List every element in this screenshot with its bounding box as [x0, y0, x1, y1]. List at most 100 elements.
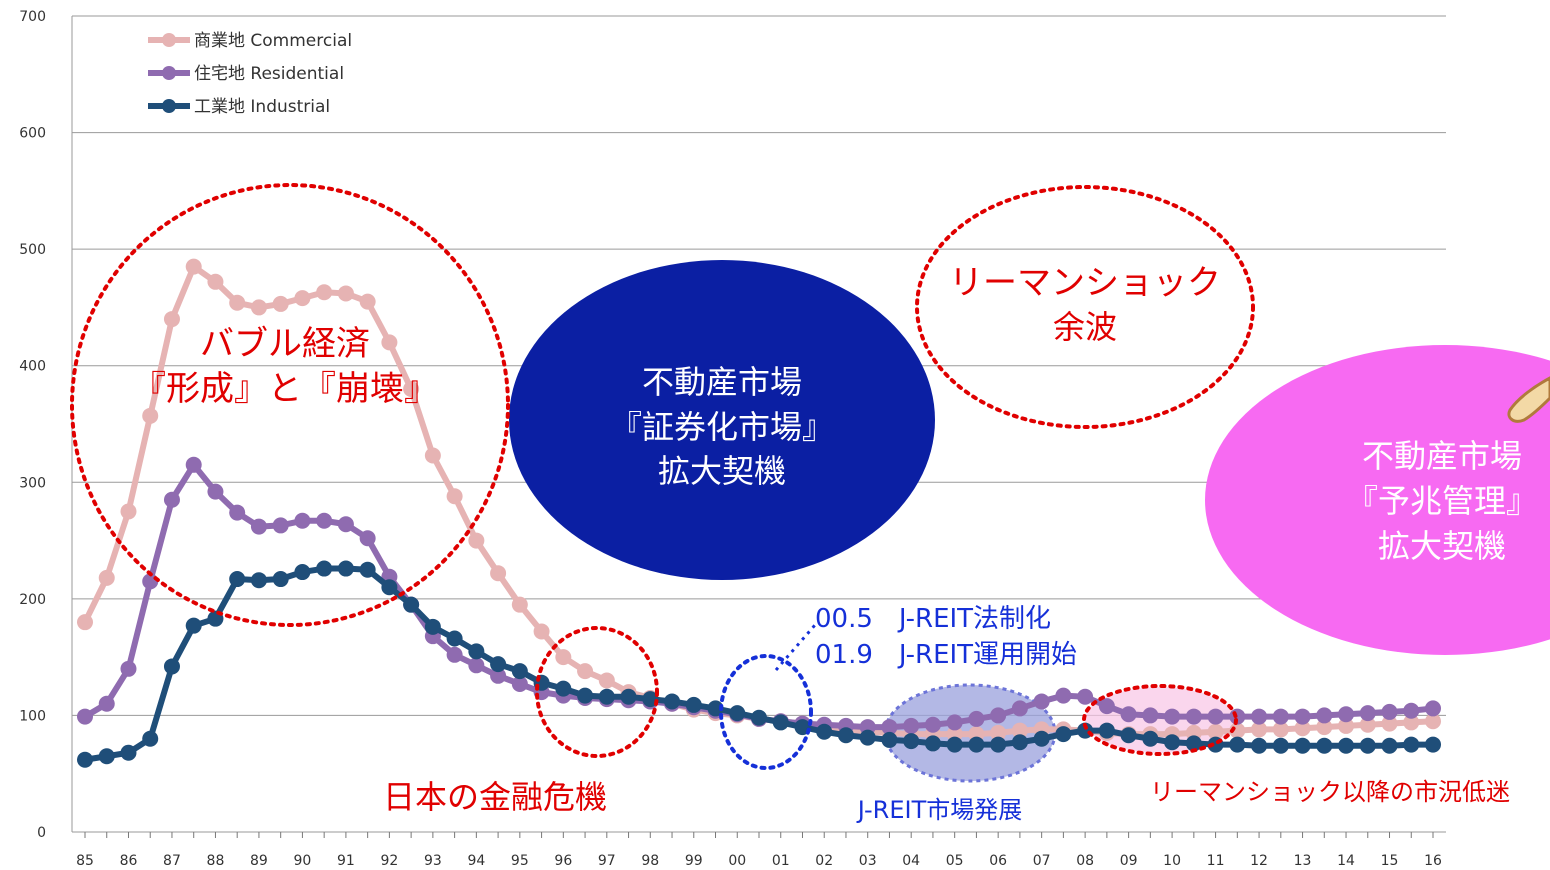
- series-1-point: [1011, 700, 1028, 717]
- series-0-point: [98, 569, 115, 586]
- series-2-point: [555, 680, 572, 697]
- series-0-point: [1359, 716, 1376, 733]
- series-1-point: [446, 646, 463, 663]
- series-1-point: [968, 710, 985, 727]
- series-1-point: [1381, 703, 1398, 720]
- x-tick-label: 87: [163, 853, 181, 869]
- series-0-point: [337, 285, 354, 302]
- x-axis: 85 86 87 88 89 90 91 92 93 94 95 96 97 98 99 00 01 02 03 04…: [76, 832, 1442, 869]
- series-1-point: [359, 530, 376, 547]
- series-0-point: [1294, 720, 1311, 737]
- series-2-point: [1251, 737, 1268, 754]
- bubble-title: バブル経済: [200, 324, 370, 364]
- series-2-point: [751, 709, 767, 726]
- series-2-point: [272, 571, 289, 588]
- japan-crisis-label: 日本の金融危機: [383, 778, 607, 816]
- x-tick-label: 98: [641, 853, 659, 869]
- series-0-point: [446, 488, 463, 505]
- lehman-circle: [915, 185, 1255, 429]
- securitization-blob: [509, 260, 935, 580]
- series-2-point: [163, 658, 180, 675]
- series-0-point: [77, 614, 93, 631]
- securitization-line3: 拡大契機: [658, 452, 786, 490]
- post-lehman-circle: [1082, 684, 1238, 756]
- series-2-point: [1425, 736, 1441, 753]
- series-1-point: [1272, 708, 1289, 725]
- series-2-point: [1098, 722, 1115, 739]
- series-2-point: [1142, 730, 1159, 747]
- series-0-point: [207, 273, 224, 290]
- securitization-line2: 『証券化市場』: [610, 408, 834, 446]
- legend-swatch-marker: [162, 33, 176, 47]
- series-1-point: [490, 667, 507, 684]
- series-2-point: [1033, 730, 1050, 747]
- series-2-point: [1164, 734, 1181, 751]
- series-2-point: [707, 700, 724, 717]
- series-0-point: [511, 596, 528, 613]
- legend-label: 工業地 Industrial: [194, 97, 330, 117]
- series-2-point: [924, 735, 941, 752]
- series-2-point: [120, 744, 137, 761]
- series-1-point: [294, 512, 311, 529]
- series-2-point: [98, 748, 115, 765]
- series-0-point: [294, 290, 311, 307]
- lehman-line1: リーマンショック: [949, 263, 1221, 303]
- series-0-point: [1272, 721, 1289, 738]
- lehman-line2: 余波: [1053, 308, 1117, 346]
- y-tick-label: 0: [37, 825, 46, 841]
- series-2-point: [1338, 737, 1355, 754]
- x-tick-label: 89: [250, 853, 268, 869]
- x-tick-label: 05: [946, 853, 964, 869]
- series-1-point: [272, 517, 289, 534]
- series-0-point: [577, 663, 594, 680]
- x-tick-label: 03: [859, 853, 877, 869]
- series-0-point: [381, 334, 398, 351]
- series-2-point: [1294, 737, 1311, 754]
- series-0-point: [1338, 717, 1355, 734]
- x-tick-label: 93: [424, 853, 442, 869]
- series-2-point: [859, 729, 876, 746]
- x-tick-label: 07: [1033, 853, 1051, 869]
- y-tick-label: 100: [19, 708, 46, 724]
- series-1-point: [1338, 706, 1355, 723]
- series-0-point: [468, 532, 485, 549]
- x-tick-label: 91: [337, 853, 355, 869]
- series-1-point: [1425, 700, 1441, 717]
- y-tick-label: 500: [19, 242, 46, 258]
- series-1-point: [250, 518, 267, 535]
- series-2-point: [598, 688, 615, 705]
- x-tick-label: 94: [467, 853, 485, 869]
- yocho-line2: 『予兆管理』: [1346, 482, 1538, 520]
- y-tick-label: 300: [19, 475, 46, 491]
- x-tick-label: 96: [554, 853, 572, 869]
- x-tick-label: 92: [380, 853, 398, 869]
- series-group: [77, 258, 1441, 768]
- legend: 商業地 Commercial 住宅地 Residential 工業地 Industr…: [148, 31, 352, 117]
- legend-label: 住宅地 Residential: [194, 64, 344, 84]
- series-2-point: [1185, 735, 1202, 752]
- series-2-point: [316, 560, 333, 577]
- series-0-point: [120, 503, 137, 520]
- bubble-subtitle: 『形成』と『崩壊』: [132, 369, 438, 409]
- securitization-line1: 不動産市場: [642, 363, 802, 401]
- yocho-blob: [1205, 345, 1550, 655]
- series-0-point: [1316, 719, 1333, 736]
- jreit-pointer-line: [774, 624, 817, 671]
- series-1-point: [1251, 708, 1268, 725]
- series-0-point: [1381, 715, 1398, 732]
- x-tick-label: 08: [1076, 853, 1094, 869]
- series-2-point: [229, 571, 246, 588]
- series-0-point: [990, 724, 1007, 741]
- legend-swatch-marker: [162, 66, 176, 80]
- x-tick-label: 16: [1424, 853, 1442, 869]
- series-1-point: [316, 512, 333, 529]
- series-0-point: [598, 672, 615, 689]
- series-1-point: [1207, 708, 1224, 725]
- series-1-point: [185, 456, 202, 473]
- series-2-point: [772, 714, 789, 731]
- series-1-point: [1359, 705, 1376, 722]
- series-0-point: [142, 407, 159, 424]
- series-2-point: [468, 643, 485, 660]
- series-0-point: [1251, 721, 1268, 738]
- series-2-point: [1403, 736, 1420, 753]
